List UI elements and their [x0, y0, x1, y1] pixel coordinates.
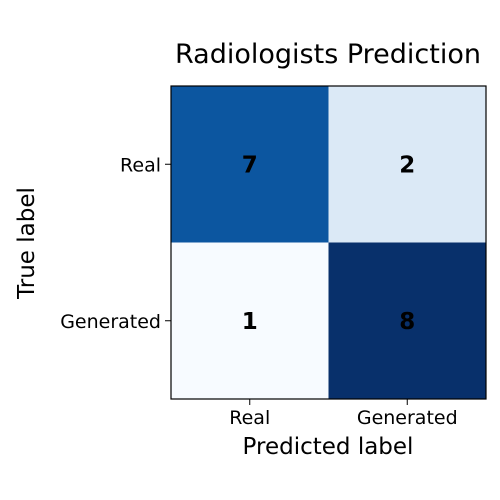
- heatmap-cells: 7 2 1 8: [171, 86, 486, 399]
- cell-value-label: 2: [399, 152, 415, 178]
- axis-ticks: Real Generated Real Generated: [60, 154, 457, 429]
- heatmap-cell: [328, 242, 486, 399]
- cell-value-label: 1: [242, 309, 258, 335]
- heatmap-cell: [328, 86, 486, 243]
- cell-value-label: 8: [399, 309, 415, 335]
- chart-title: Radiologists Prediction: [175, 39, 481, 70]
- plot-frame: [170, 85, 487, 400]
- cell-value-label: 7: [242, 152, 258, 178]
- heatmap-cell: [171, 242, 329, 399]
- y-axis-label: True label: [14, 187, 40, 300]
- y-tick-label: Real: [120, 154, 161, 176]
- y-tick-label: Generated: [60, 311, 161, 333]
- x-tick-label: Real: [229, 407, 270, 429]
- heatmap-cell: [171, 86, 329, 243]
- x-tick-label: Generated: [357, 407, 458, 429]
- x-axis-label: Predicted label: [243, 434, 414, 460]
